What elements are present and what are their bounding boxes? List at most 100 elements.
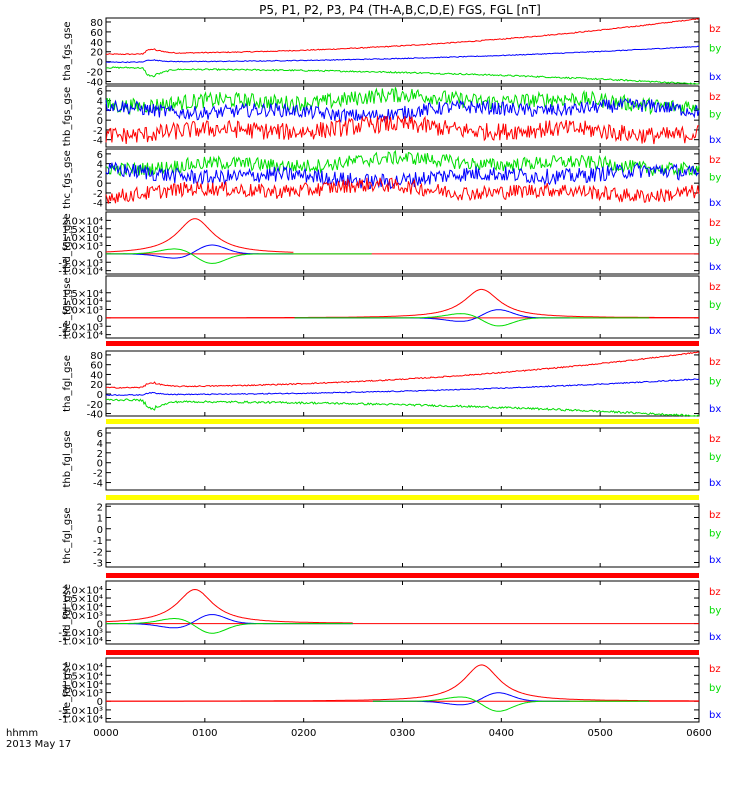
y-tick-label: 0 [97,179,103,190]
series-by-line [106,248,372,264]
y-tick-label: 20 [90,48,103,59]
y-tick-label: 0 [97,525,103,536]
time-axis-date-label: 2013 May 17 [6,739,71,750]
y-tick-label: -5.0×10³ [58,706,103,717]
x-tick-label: 0100 [192,728,217,739]
y-tick-label: 5.0×10³ [62,306,103,317]
flag-bar-yellow [106,419,699,424]
y-tick-label: 4 [97,97,103,108]
legend-bz: bz [709,282,721,293]
y-tick-label: -1.0×10⁴ [58,331,103,342]
legend-bz: bz [709,24,721,35]
series-by-line [105,87,700,116]
y-tick-label: 0 [97,620,103,631]
series-bx-line [294,309,570,322]
panel-frame [105,211,700,275]
y-tick-label: -40 [87,78,103,89]
y-tick-label: -2 [93,189,103,200]
legend-bx: bx [709,404,721,415]
y-tick-label: 5.0×10³ [62,242,103,253]
legend-by: by [709,376,721,387]
legend-bx: bx [709,710,721,721]
time-axis: 0000 0100 0200 0300 0400 0500 0600 [93,728,711,739]
y-tick-label: -4 [93,479,103,490]
legend-bz: bz [709,155,721,166]
legend-bx: bx [709,632,721,643]
y-tick-label: 2 [97,449,103,460]
y-axis-label: thb_fgs_gse [62,87,73,146]
y-tick-label: 60 [90,361,103,372]
y-axis-label: tha_fgl_gse [62,355,73,412]
series-bx-line [106,244,294,259]
y-tick-label: 0 [97,58,103,69]
y-tick-label: 6 [97,429,103,440]
y-tick-label: 1 [97,514,103,525]
y-tick-label: -40 [87,410,103,421]
legend-bx: bx [709,478,721,489]
series-bz-line [105,351,700,389]
series-by-line [294,313,650,327]
legend-bx: bx [709,72,721,83]
series-bx-line [106,45,700,64]
series-bx-line [105,161,700,190]
series-by-line [105,149,700,178]
y-tick-label: 0 [97,459,103,470]
panel-thd_fgs_gse: 2.0×10⁴1.5×10⁴1.0×10⁴5.0×10³0-5.0×10³-1.… [58,211,721,278]
y-tick-label: 1.0×10⁴ [62,603,103,614]
legend-bx: bx [709,555,721,566]
panel-frame [105,275,700,339]
y-tick-label: 0 [97,314,103,325]
panel-frame [105,657,700,723]
legend-by: by [709,109,721,120]
legend-by: by [709,236,721,247]
y-tick-label: 80 [90,18,103,29]
legend-by: by [709,605,721,616]
flag-bar-red [106,573,699,578]
series-by-line [105,398,700,417]
x-tick-label: 0200 [291,728,316,739]
legend-by: by [709,172,721,183]
x-tick-label: 0300 [390,728,415,739]
y-tick-label: 40 [90,38,103,49]
legend-bz: bz [709,510,721,521]
y-tick-label: 6 [97,150,103,161]
flag-bar-red [106,341,699,346]
y-axis-label: thd_fgl_gse [62,584,73,641]
y-tick-label: 4 [97,439,103,450]
legend-bx: bx [709,198,721,209]
y-tick-label: 1.5×10⁴ [62,594,103,605]
legend-by: by [709,528,721,539]
legend-bz: bz [709,664,721,675]
chart-title: P5, P1, P2, P3, P4 (TH-A,B,C,D,E) FGS, F… [259,3,541,17]
y-tick-label: -5.0×10³ [58,628,103,639]
y-tick-label: 2 [97,169,103,180]
y-tick-label: 80 [90,351,103,362]
y-tick-label: 4 [97,160,103,171]
y-axis-label: the_fgl_gse [62,662,73,719]
y-tick-label: -1.0×10⁴ [58,715,103,726]
time-axis-unit-label: hhmm [6,728,38,739]
legend-bz: bz [709,92,721,103]
y-tick-label: 1.5×10⁴ [62,225,103,236]
y-tick-label: 2.0×10⁴ [62,586,103,597]
y-tick-label: -4 [93,136,103,147]
series-bz-line [106,664,699,702]
series-bz-line [105,177,700,204]
y-tick-label: 1.0×10⁴ [62,297,103,308]
panel-the_fgs_gse: 1.5×10⁴1.0×10⁴5.0×10³0-5.0×10³-1.0×10⁴th… [58,275,721,342]
y-tick-label: 2.0×10⁴ [62,663,103,674]
legend-bz: bz [709,587,721,598]
y-tick-label: 1.0×10⁴ [62,233,103,244]
series-bz-line [106,218,294,253]
legend-by: by [709,300,721,311]
y-tick-label: 1.5×10⁴ [62,289,103,300]
panel-thc_fgl_gse: 210-1-2-3 thc_fgl_gse bz by bx [62,502,721,569]
y-tick-label: -2 [93,126,103,137]
y-axis-label: the_fgs_gse [62,277,73,336]
y-tick-label: 5.0×10³ [62,689,103,700]
